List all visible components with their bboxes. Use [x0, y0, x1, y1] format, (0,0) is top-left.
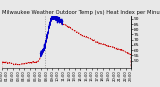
- Text: Milwaukee Weather Outdoor Temp (vs) Heat Index per Minute (Last 24 Hours): Milwaukee Weather Outdoor Temp (vs) Heat…: [2, 10, 160, 15]
